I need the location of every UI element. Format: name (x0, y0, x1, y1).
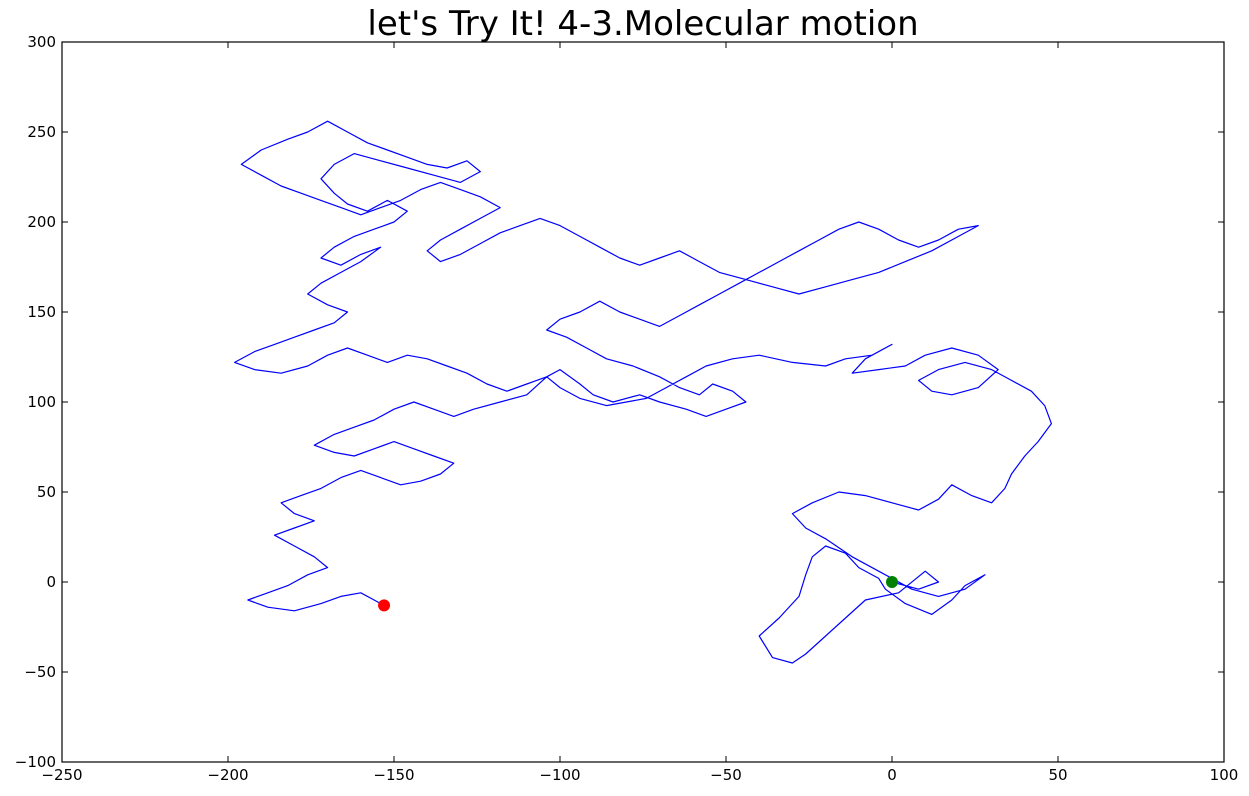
end-point-marker (378, 599, 391, 612)
series-line-0 (234, 120, 1053, 664)
y-tick-label: 0 (46, 573, 56, 591)
marker-layer (378, 576, 898, 612)
y-tick-label: 200 (27, 213, 56, 231)
x-tick-label: 0 (887, 766, 897, 784)
y-tick-label: 50 (37, 483, 56, 501)
chart-title: let's Try It! 4-3.Molecular motion (367, 4, 919, 44)
x-tick-label: −150 (373, 766, 414, 784)
x-tick-label: −250 (41, 766, 82, 784)
start-point-marker (886, 576, 898, 588)
y-tick-label: −100 (15, 753, 56, 771)
series-layer (234, 120, 1053, 664)
x-tick-label: 100 (1210, 766, 1239, 784)
x-tick-label: −200 (207, 766, 248, 784)
y-tick-label: −50 (24, 663, 56, 681)
x-tick-label: −50 (710, 766, 742, 784)
y-tick-label: 300 (27, 33, 56, 51)
y-tick-label: 150 (27, 303, 56, 321)
y-tick-label: 100 (27, 393, 56, 411)
y-tick-label: 250 (27, 123, 56, 141)
x-tick-label: −100 (539, 766, 580, 784)
tick-layer: −250 −200 −150 −100 −50 0 50 100 −100 −50 0 50 100 15… (15, 33, 1239, 784)
x-tick-label: 50 (1048, 766, 1067, 784)
plot-frame (61, 41, 1225, 763)
